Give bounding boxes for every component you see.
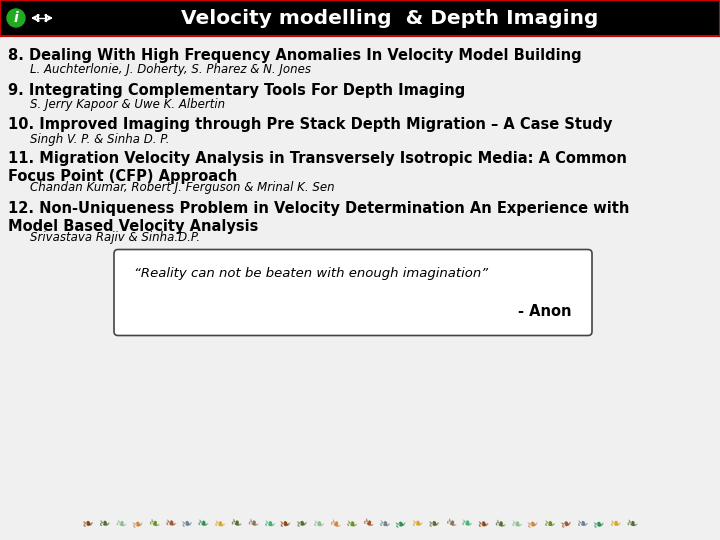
Text: ❧: ❧	[346, 517, 358, 531]
Text: Velocity modelling  & Depth Imaging: Velocity modelling & Depth Imaging	[181, 9, 599, 28]
Bar	[0, 0, 720, 36]
Text: ❧: ❧	[609, 517, 621, 531]
Text: ❧: ❧	[214, 517, 226, 531]
Text: ❧: ❧	[427, 516, 441, 532]
Text: ❧: ❧	[492, 516, 508, 532]
Text: Srivastava Rajiv & Sinha.D.P.: Srivastava Rajiv & Sinha.D.P.	[30, 231, 200, 244]
Text: ❧: ❧	[229, 516, 244, 532]
Text: ❧: ❧	[99, 517, 111, 531]
Text: ❧: ❧	[130, 516, 145, 532]
Text: Singh V. P. & Sinha D. P.: Singh V. P. & Sinha D. P.	[30, 132, 169, 145]
Text: “Reality can not be beaten with enough imagination”: “Reality can not be beaten with enough i…	[134, 267, 488, 280]
Text: ❧: ❧	[327, 515, 343, 533]
Text: ❧: ❧	[114, 516, 128, 532]
Text: ❧: ❧	[558, 515, 574, 533]
Text: ❧: ❧	[81, 516, 95, 532]
Text: ❧: ❧	[443, 515, 459, 533]
Text: ❧: ❧	[461, 517, 474, 531]
Circle shape	[7, 9, 25, 27]
Text: 11. Migration Velocity Analysis in Transversely Isotropic Media: A Common
Focus : 11. Migration Velocity Analysis in Trans…	[8, 152, 627, 185]
Text: ❧: ❧	[510, 517, 523, 531]
Text: i: i	[14, 11, 19, 25]
Text: 10. Improved Imaging through Pre Stack Depth Migration – A Case Study: 10. Improved Imaging through Pre Stack D…	[8, 117, 613, 132]
Text: ❧: ❧	[180, 516, 194, 532]
Text: ❧: ❧	[411, 517, 424, 531]
Text: 12. Non-Uniqueness Problem in Velocity Determination An Experience with
Model Ba: 12. Non-Uniqueness Problem in Velocity D…	[8, 200, 629, 233]
Text: ❧: ❧	[592, 516, 606, 532]
Text: ❧: ❧	[312, 517, 325, 531]
Text: S. Jerry Kapoor & Uwe K. Albertin: S. Jerry Kapoor & Uwe K. Albertin	[30, 98, 225, 111]
Text: ❧: ❧	[544, 517, 556, 531]
Text: ❧: ❧	[164, 517, 177, 531]
Text: ❧: ❧	[197, 516, 210, 532]
Text: ❧: ❧	[360, 515, 377, 533]
Text: ❧: ❧	[264, 517, 275, 531]
Text: ❧: ❧	[295, 516, 310, 532]
Text: ❧: ❧	[577, 517, 588, 531]
Text: ❧: ❧	[394, 516, 409, 532]
Text: ❧: ❧	[477, 516, 490, 532]
Text: 9. Integrating Complementary Tools For Depth Imaging: 9. Integrating Complementary Tools For D…	[8, 83, 465, 98]
Text: Chandan Kumar, Robert J. Ferguson & Mrinal K. Sen: Chandan Kumar, Robert J. Ferguson & Mrin…	[30, 181, 335, 194]
Text: L. Auchterlonie, J. Doherty, S. Pharez & N. Jones: L. Auchterlonie, J. Doherty, S. Pharez &…	[30, 64, 311, 77]
Text: - Anon: - Anon	[518, 305, 572, 320]
Text: ❧: ❧	[279, 516, 293, 532]
Text: ❧: ❧	[526, 516, 541, 532]
Bar	[0, 0, 720, 36]
Text: ❧: ❧	[379, 517, 391, 531]
FancyBboxPatch shape	[114, 249, 592, 335]
Text: ❧: ❧	[146, 516, 161, 532]
Text: ❧: ❧	[625, 516, 639, 532]
Text: 8. Dealing With High Frequency Anomalies In Velocity Model Building: 8. Dealing With High Frequency Anomalies…	[8, 48, 582, 63]
Text: ❧: ❧	[246, 516, 260, 532]
